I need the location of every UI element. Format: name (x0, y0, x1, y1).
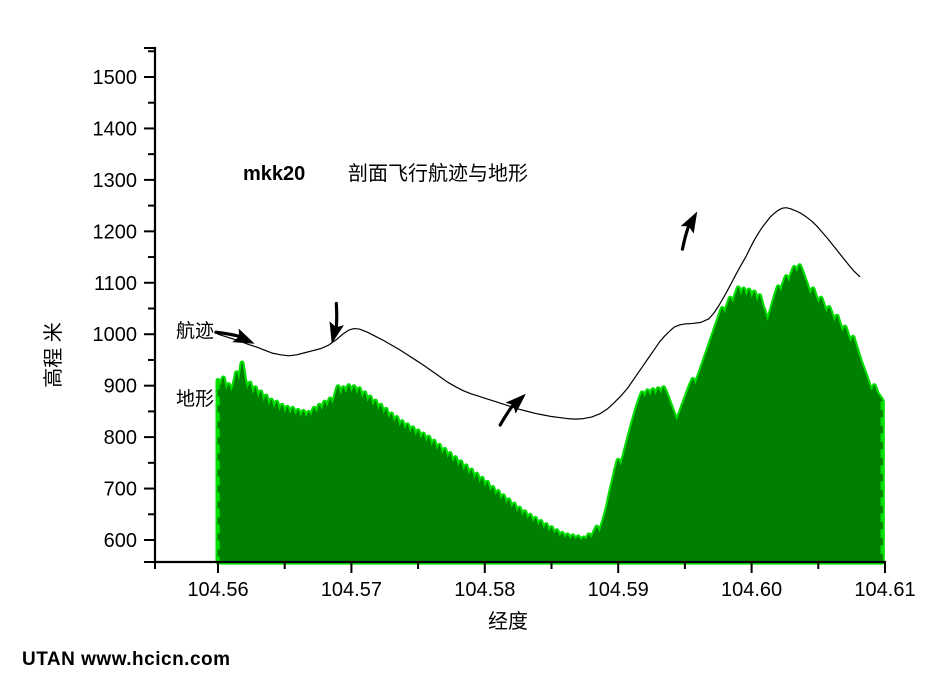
y-tick-label: 600 (104, 530, 137, 552)
arrow-tail (498, 404, 515, 427)
x-tick-label: 104.59 (588, 579, 649, 601)
arrow-tail (680, 225, 690, 251)
chart-title-text: 剖面飞行航迹与地形 (348, 162, 528, 185)
annotation-flight-track: 航迹 (176, 320, 214, 342)
direction-arrow (680, 211, 698, 251)
flight-track-path (217, 207, 861, 420)
x-tick-label: 104.56 (187, 579, 248, 601)
y-tick-label: 900 (104, 376, 137, 398)
tick-labels: 600 700 800 900 1000 1100 1200 1300 1400 1500 104.… (93, 67, 916, 601)
y-tick-label: 1300 (93, 170, 138, 192)
x-tick-label: 104.58 (454, 579, 515, 601)
terrain-area-series (215, 263, 885, 565)
arrow-head (329, 321, 344, 344)
y-tick-label: 1500 (93, 67, 138, 89)
y-tick-label: 1400 (93, 118, 138, 140)
arrow-tail (334, 301, 339, 328)
footer-watermark: UTAN www.hcicn.com (22, 649, 231, 670)
y-tick-label: 700 (104, 479, 137, 501)
direction-arrow (214, 328, 255, 344)
chart-title-code: mkk20 (243, 163, 305, 185)
x-tick-label: 104.60 (721, 579, 782, 601)
flight-track-line-series (217, 207, 861, 420)
arrow-head (232, 328, 255, 344)
y-tick-label: 1200 (93, 221, 138, 243)
y-tick-label: 1100 (94, 273, 137, 295)
x-tick-label: 104.61 (854, 579, 915, 601)
arrow-head (505, 393, 526, 414)
direction-arrow (498, 393, 526, 427)
y-tick-label: 800 (104, 427, 137, 449)
axes (144, 46, 887, 573)
y-tick-label: 1000 (93, 324, 138, 346)
x-axis-title: 经度 (488, 610, 528, 633)
arrow-tail (214, 330, 240, 338)
direction-arrows (214, 211, 698, 427)
annotation-terrain: 地形 (176, 388, 214, 410)
arrow-head (680, 211, 698, 234)
x-tick-label: 104.57 (321, 579, 382, 601)
terrain-fill (217, 265, 883, 563)
direction-arrow (329, 301, 344, 344)
y-axis-title: 高程 米 (42, 322, 65, 388)
